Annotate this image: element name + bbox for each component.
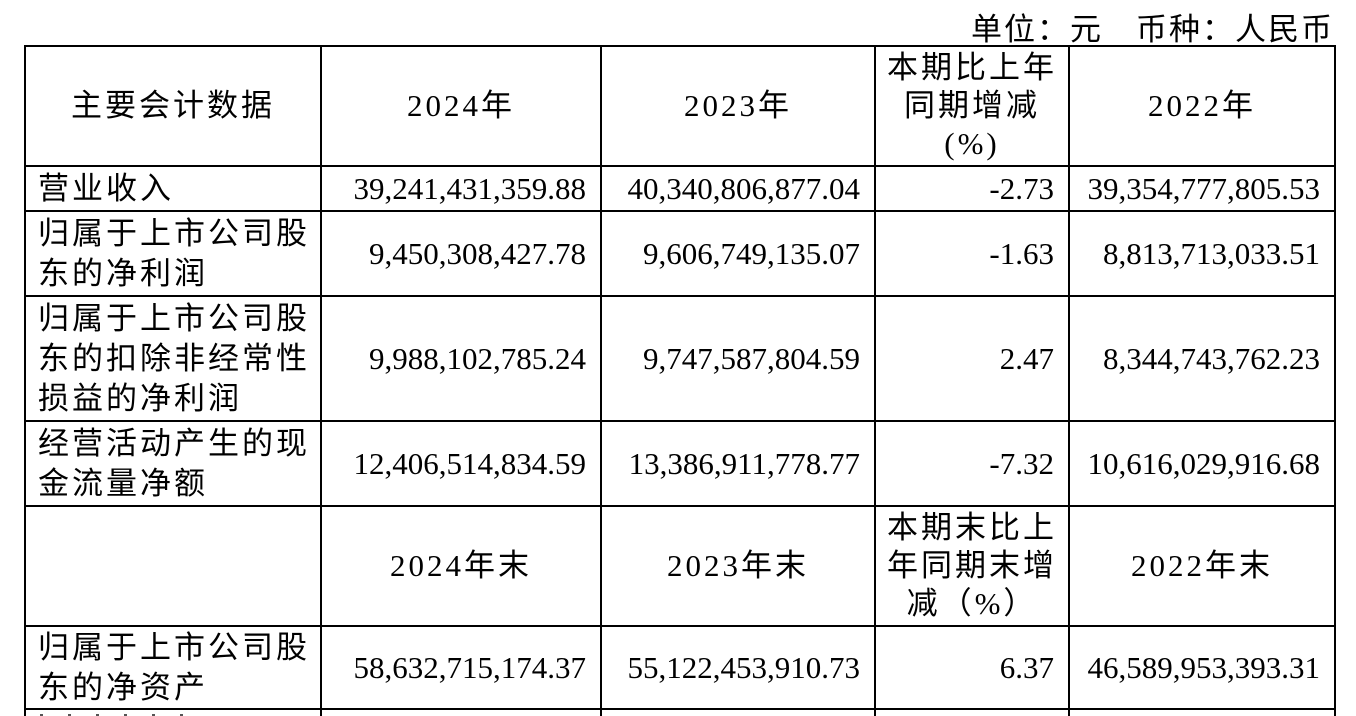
value-change-pct: -2.73: [874, 165, 1070, 212]
value-clipped: [320, 708, 602, 716]
row-label: 归属于上市公司股东的扣除非经常性损益的净利润: [24, 295, 322, 422]
value-2022: 10,616,029,916.68: [1068, 420, 1336, 507]
value-2024: 58,632,715,174.37: [320, 625, 602, 710]
unit-currency-note: 单位：元 币种：人民币: [971, 12, 1334, 47]
header-empty: [24, 505, 322, 627]
header-yoy-change-pct: 本期比上年同期增减(%): [874, 45, 1070, 167]
header-2023: 2023年: [600, 45, 876, 167]
value-change-pct: 2.47: [874, 295, 1070, 422]
table-row-net-profit-attributable: 归属于上市公司股东的净利润 9,450,308,427.78 9,606,749…: [24, 210, 1336, 297]
header-main-indicators: 主要会计数据: [24, 45, 322, 167]
key-financial-data-table: 主要会计数据 2024年 2023年 本期比上年同期增减(%) 2022年 营业…: [24, 45, 1336, 716]
value-2023: 13,386,911,778.77: [600, 420, 876, 507]
value-change-pct: 6.37: [874, 625, 1070, 710]
table-row-clipped: [24, 708, 1336, 716]
value-change-pct: -7.32: [874, 420, 1070, 507]
value-2024: 39,241,431,359.88: [320, 165, 602, 212]
value-2024: 12,406,514,834.59: [320, 420, 602, 507]
value-2022: 46,589,953,393.31: [1068, 625, 1336, 710]
value-change-pct: -1.63: [874, 210, 1070, 297]
value-2022: 8,344,743,762.23: [1068, 295, 1336, 422]
value-2023: 9,606,749,135.07: [600, 210, 876, 297]
value-clipped: [1068, 708, 1336, 716]
row-label: 归属于上市公司股东的净利润: [24, 210, 322, 297]
value-2023: 55,122,453,910.73: [600, 625, 876, 710]
table-header-row-annual: 主要会计数据 2024年 2023年 本期比上年同期增减(%) 2022年: [24, 45, 1336, 167]
value-clipped: [874, 708, 1070, 716]
value-clipped: [600, 708, 876, 716]
header-2022-end: 2022年末: [1068, 505, 1336, 627]
header-2022: 2022年: [1068, 45, 1336, 167]
table-row-operating-cash-flow: 经营活动产生的现金流量净额 12,406,514,834.59 13,386,9…: [24, 420, 1336, 507]
value-2024: 9,988,102,785.24: [320, 295, 602, 422]
value-2023: 9,747,587,804.59: [600, 295, 876, 422]
value-2024: 9,450,308,427.78: [320, 210, 602, 297]
row-label-clipped: [24, 708, 322, 716]
header-end-yoy-change-pct: 本期末比上年同期末增减（%）: [874, 505, 1070, 627]
header-2023-end: 2023年末: [600, 505, 876, 627]
header-2024-end: 2024年末: [320, 505, 602, 627]
table-row-net-profit-excl-nonrecurring: 归属于上市公司股东的扣除非经常性损益的净利润 9,988,102,785.24 …: [24, 295, 1336, 422]
table-row-operating-revenue: 营业收入 39,241,431,359.88 40,340,806,877.04…: [24, 165, 1336, 212]
row-label: 经营活动产生的现金流量净额: [24, 420, 322, 507]
header-2024: 2024年: [320, 45, 602, 167]
row-label: 营业收入: [24, 165, 322, 212]
value-2023: 40,340,806,877.04: [600, 165, 876, 212]
table-header-row-year-end: 2024年末 2023年末 本期末比上年同期末增减（%） 2022年末: [24, 505, 1336, 627]
table-row-net-assets-attributable: 归属于上市公司股东的净资产 58,632,715,174.37 55,122,4…: [24, 625, 1336, 710]
value-2022: 8,813,713,033.51: [1068, 210, 1336, 297]
row-label: 归属于上市公司股东的净资产: [24, 625, 322, 710]
value-2022: 39,354,777,805.53: [1068, 165, 1336, 212]
